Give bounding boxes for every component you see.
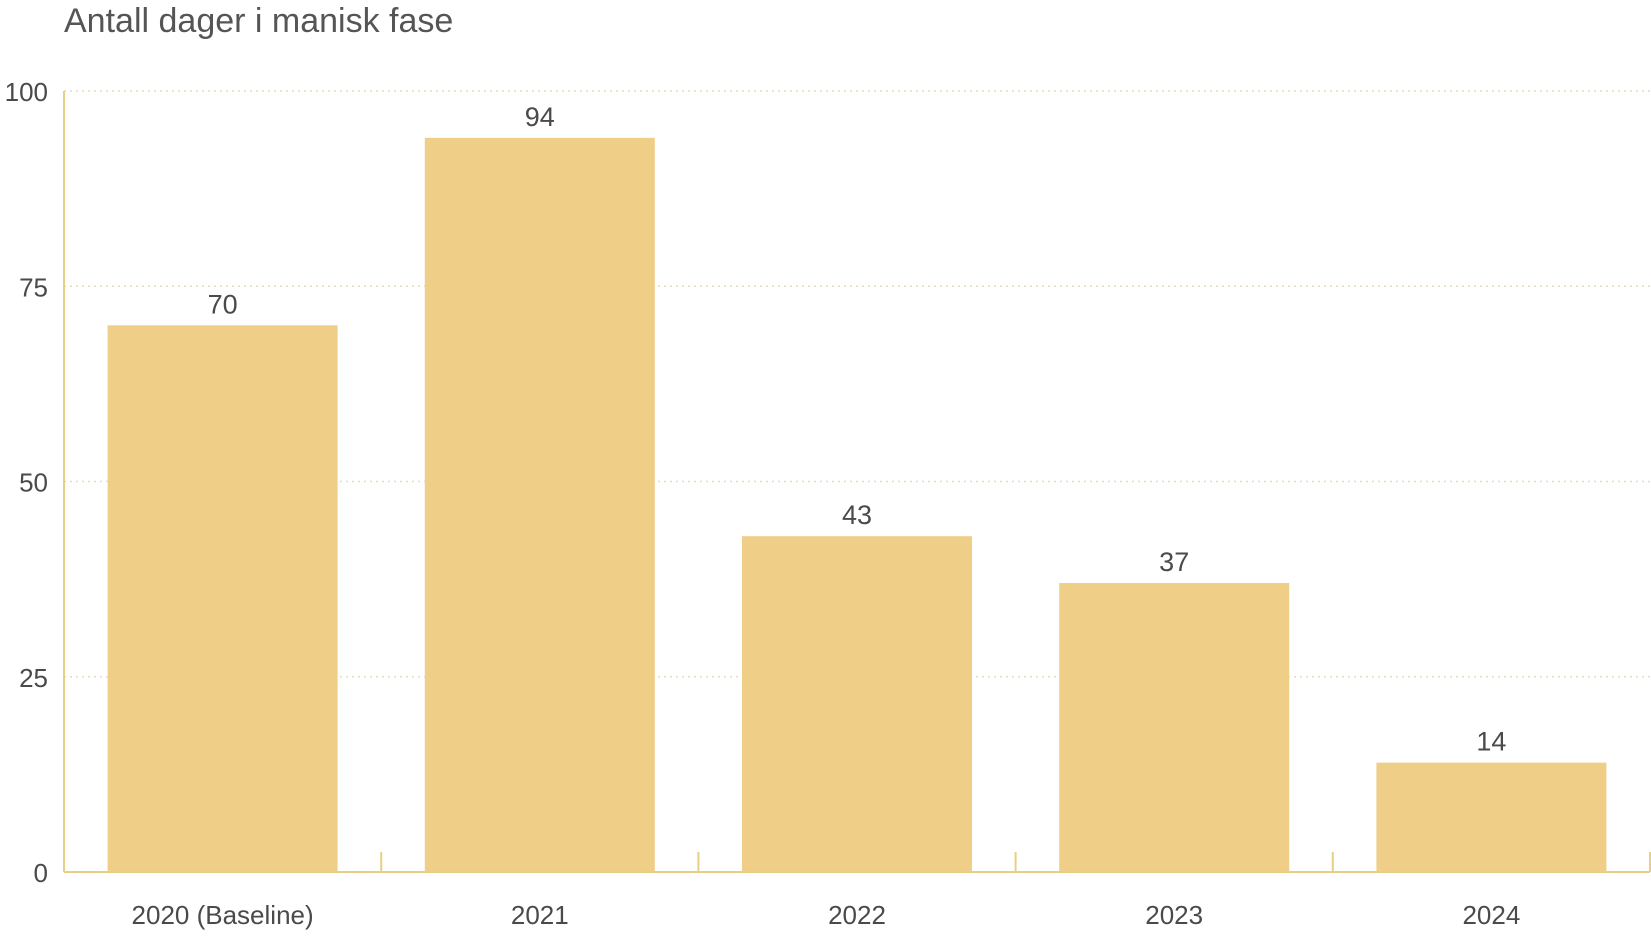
bar: [107, 325, 338, 872]
y-tick-label: 75: [19, 272, 48, 302]
y-tick-label: 25: [19, 663, 48, 693]
y-tick-label: 0: [34, 858, 48, 888]
axes: [63, 91, 1651, 873]
x-tick-label: 2023: [1145, 900, 1203, 930]
x-tick-label: 2021: [511, 900, 569, 930]
x-tick-label: 2024: [1462, 900, 1520, 930]
labels: 0 25 50 75 100 70 2020 (Baseline) 94 2021 43 2022 3…: [5, 77, 1521, 930]
bar: [1376, 762, 1607, 872]
bars: [107, 137, 1607, 873]
data-label: 70: [208, 289, 238, 319]
data-label: 37: [1159, 547, 1189, 577]
bar: [424, 137, 655, 873]
x-tick-label: 2020 (Baseline): [132, 900, 314, 930]
y-tick-label: 50: [19, 468, 48, 498]
bar: [742, 536, 972, 872]
chart-title: Antall dager i manisk fase: [64, 2, 454, 40]
data-label: 43: [842, 500, 872, 530]
data-label: 14: [1476, 727, 1506, 757]
bar: [1059, 583, 1290, 872]
y-tick-label: 100: [5, 77, 48, 107]
data-label: 94: [525, 102, 555, 132]
x-tick-label: 2022: [828, 900, 886, 930]
